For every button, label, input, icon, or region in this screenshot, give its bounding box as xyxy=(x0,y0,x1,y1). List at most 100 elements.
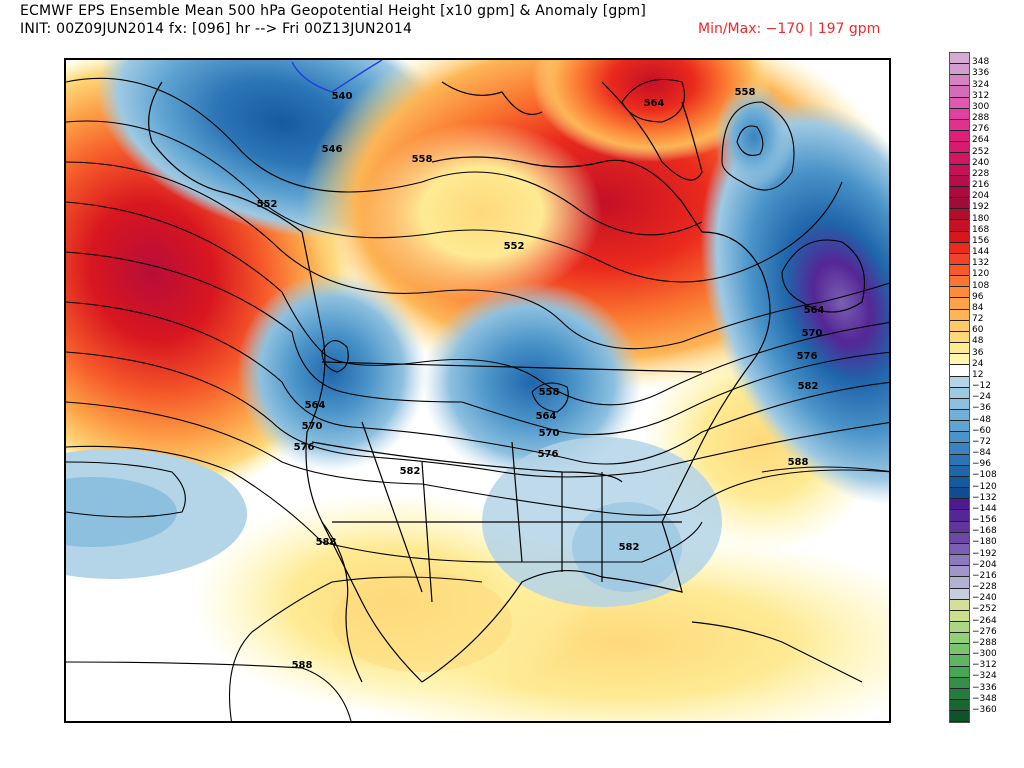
colorbar-cell xyxy=(950,153,969,165)
colorbar-cell xyxy=(950,633,969,645)
colorbar-cell xyxy=(950,164,969,176)
colorbar-label: −228 xyxy=(972,582,997,592)
colorbar-cell xyxy=(950,521,969,533)
colorbar-label: 144 xyxy=(972,247,990,257)
colorbar-label: −324 xyxy=(972,671,997,682)
colorbar-label: −300 xyxy=(972,649,997,659)
colorbar-cell xyxy=(950,621,969,634)
colorbar-cell xyxy=(950,666,969,678)
colorbar-cell xyxy=(950,264,969,277)
colorbar-label: −132 xyxy=(972,492,997,503)
anomaly-shading xyxy=(66,60,889,721)
colorbar-label: 60 xyxy=(972,325,984,336)
colorbar-label: −84 xyxy=(972,448,991,458)
colorbar-label: 288 xyxy=(972,113,990,123)
colorbar-label: 108 xyxy=(972,280,990,291)
contour-label: 558 xyxy=(539,387,560,398)
colorbar-cell xyxy=(950,599,969,611)
colorbar-label: 72 xyxy=(972,314,984,324)
colorbar-cell xyxy=(950,398,969,410)
colorbar-cell xyxy=(950,198,969,210)
colorbar-cell xyxy=(950,331,969,344)
colorbar-label: −312 xyxy=(972,660,997,671)
colorbar-label: −276 xyxy=(972,626,997,637)
colorbar-label: −96 xyxy=(972,459,991,470)
colorbar-label: 168 xyxy=(972,224,990,235)
anomaly-map: 540 546 552 558 552 564 558 564 570 576 582 588 564 5… xyxy=(66,60,889,721)
colorbar-label: −72 xyxy=(972,436,991,447)
colorbar-cell xyxy=(950,555,969,567)
colorbar-cell xyxy=(950,432,969,444)
contour-label: 582 xyxy=(619,542,640,553)
colorbar-cell xyxy=(950,476,969,489)
colorbar-cell xyxy=(950,220,969,232)
colorbar-label: −348 xyxy=(972,693,997,704)
contour-label: 564 xyxy=(536,411,557,422)
colorbar-label: −216 xyxy=(972,570,997,581)
colorbar-cell xyxy=(950,488,969,500)
colorbar-cell xyxy=(950,532,969,544)
contour-label: 564 xyxy=(305,400,326,411)
contour-label: 558 xyxy=(412,154,433,165)
colorbar-label: −168 xyxy=(972,526,997,537)
colorbar-cell xyxy=(950,644,969,656)
colorbar-cell xyxy=(950,688,969,701)
colorbar-label: 312 xyxy=(972,90,990,101)
colorbar-label: 228 xyxy=(972,168,990,179)
colorbar-cell xyxy=(950,309,969,321)
colorbar-cell xyxy=(950,53,969,65)
min-max-label: Min/Max: −170 | 197 gpm xyxy=(698,21,881,37)
colorbar-label: 348 xyxy=(972,57,990,68)
colorbar-label: −288 xyxy=(972,637,997,648)
colorbar-label: 300 xyxy=(972,101,990,112)
colorbar-label: −48 xyxy=(972,414,991,425)
colorbar-label: 48 xyxy=(972,336,984,347)
colorbar-label: −108 xyxy=(972,470,997,481)
colorbar-cell xyxy=(950,387,969,399)
colorbar-label: 336 xyxy=(972,68,990,79)
colorbar-cell xyxy=(950,655,969,667)
colorbar-cell xyxy=(950,677,969,689)
colorbar-label: 204 xyxy=(972,191,990,202)
colorbar-label: 120 xyxy=(972,269,990,280)
colorbar xyxy=(949,52,970,724)
colorbar-cell xyxy=(950,577,969,589)
colorbar-cell xyxy=(950,97,969,109)
contour-label: 576 xyxy=(538,449,559,460)
colorbar-cell xyxy=(950,610,969,622)
colorbar-label: 12 xyxy=(972,369,984,380)
colorbar-cell xyxy=(950,354,969,366)
colorbar-cell xyxy=(950,231,969,243)
contour-label: 588 xyxy=(316,537,337,548)
colorbar-cell xyxy=(950,287,969,299)
colorbar-label: −192 xyxy=(972,548,997,559)
colorbar-label: −336 xyxy=(972,682,997,693)
contour-label: 582 xyxy=(400,466,421,477)
colorbar-label: 84 xyxy=(972,302,984,313)
contour-labels: 540 546 552 558 552 564 558 564 570 576 582 588 564 5… xyxy=(257,87,825,671)
colorbar-cell xyxy=(950,242,969,254)
map-panel: 540 546 552 558 552 564 558 564 570 576 582 588 564 5… xyxy=(64,58,891,723)
contour-label: 588 xyxy=(292,660,313,671)
colorbar-cell xyxy=(950,320,969,332)
colorbar-label: 324 xyxy=(972,79,990,90)
contour-label: 558 xyxy=(735,87,756,98)
colorbar-label: −60 xyxy=(972,425,991,436)
colorbar-cell xyxy=(950,376,969,388)
colorbar-cell xyxy=(950,510,969,522)
colorbar-label: −24 xyxy=(972,392,991,403)
colorbar-label: −240 xyxy=(972,593,997,604)
colorbar-label: 216 xyxy=(972,180,990,190)
colorbar-label: 132 xyxy=(972,258,990,269)
colorbar-label: 24 xyxy=(972,358,984,369)
colorbar-label: 156 xyxy=(972,235,990,246)
colorbar-label: 192 xyxy=(972,202,990,213)
contour-label: 540 xyxy=(332,91,353,102)
contour-label: 570 xyxy=(302,421,323,432)
colorbar-cell xyxy=(950,298,969,310)
colorbar-cell xyxy=(950,64,969,76)
colorbar-cell xyxy=(950,465,969,477)
contour-label: 576 xyxy=(797,351,818,362)
height-contours xyxy=(66,77,889,721)
colorbar-cell xyxy=(950,108,969,120)
